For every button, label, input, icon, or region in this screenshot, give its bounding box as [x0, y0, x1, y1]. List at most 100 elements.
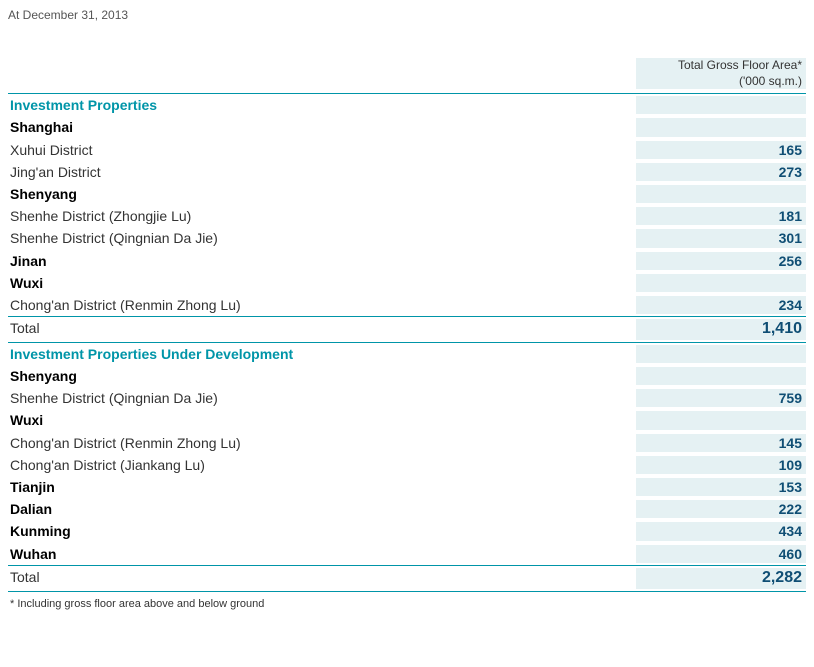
row-value: 222 [779, 501, 802, 517]
label-col: Shenhe District (Qingnian Da Jie) [8, 389, 636, 407]
rows-container: Investment Properties Shanghai Xuhui Distr… [8, 93, 806, 591]
label-col: Jinan [8, 252, 636, 270]
value-col [636, 274, 806, 292]
table-row: Chong'an District (Renmin Zhong Lu) 234 [8, 294, 806, 316]
label-col: Chong'an District (Jiankang Lu) [8, 456, 636, 474]
value-col [636, 118, 806, 136]
row-label: Chong'an District (Renmin Zhong Lu) [10, 297, 241, 313]
header-value-col: Total Gross Floor Area* ('000 sq.m.) [636, 58, 806, 89]
row-value: 145 [779, 435, 802, 451]
row-label: Chong'an District (Jiankang Lu) [10, 457, 205, 473]
label-col: Wuxi [8, 411, 636, 429]
table-row: Shenhe District (Qingnian Da Jie) 301 [8, 227, 806, 249]
row-value: 301 [779, 230, 802, 246]
row-value: 434 [779, 523, 802, 539]
label-col: Shenyang [8, 367, 636, 385]
city-heading: Wuhan [10, 546, 56, 562]
value-col [636, 185, 806, 203]
value-col: 301 [636, 229, 806, 247]
label-col: Investment Properties [8, 96, 636, 114]
footnote: * Including gross floor area above and b… [8, 598, 806, 610]
label-col: Kunming [8, 522, 636, 540]
city-heading: Shenyang [10, 186, 77, 202]
row-value: 165 [779, 142, 802, 158]
section-heading: Investment Properties [10, 97, 157, 113]
city-heading: Kunming [10, 523, 71, 539]
label-col: Shanghai [8, 118, 636, 136]
header-line1: Total Gross Floor Area* [678, 58, 802, 72]
value-col [636, 96, 806, 114]
table-row: Tianjin 153 [8, 476, 806, 498]
value-col: 434 [636, 522, 806, 540]
table-header-row: Total Gross Floor Area* ('000 sq.m.) [8, 58, 806, 93]
city-heading: Wuxi [10, 412, 43, 428]
label-col: Jing'an District [8, 163, 636, 181]
label-col: Investment Properties Under Development [8, 345, 636, 363]
value-col: 153 [636, 478, 806, 496]
total-label: Total [10, 569, 40, 585]
label-col: Wuxi [8, 274, 636, 292]
section-heading: Investment Properties Under Development [10, 346, 293, 362]
value-col: 234 [636, 296, 806, 314]
row-value: 759 [779, 390, 802, 406]
value-col [636, 367, 806, 385]
city-heading: Tianjin [10, 479, 55, 495]
total-value: 2,282 [762, 569, 802, 586]
value-col: 222 [636, 500, 806, 518]
header-label-col [8, 58, 636, 89]
label-col: Xuhui District [8, 141, 636, 159]
table-row: Shenyang [8, 365, 806, 387]
table-row: Jinan 256 [8, 250, 806, 272]
label-col: Wuhan [8, 545, 636, 563]
row-label: Chong'an District (Renmin Zhong Lu) [10, 435, 241, 451]
row-value: 153 [779, 479, 802, 495]
value-col: 256 [636, 252, 806, 270]
label-col: Chong'an District (Renmin Zhong Lu) [8, 434, 636, 452]
header-line2: ('000 sq.m.) [739, 74, 802, 88]
divider [8, 591, 806, 592]
value-col: 145 [636, 434, 806, 452]
row-label: Shenhe District (Zhongjie Lu) [10, 208, 191, 224]
label-col: Chong'an District (Renmin Zhong Lu) [8, 296, 636, 314]
row-label: Shenhe District (Qingnian Da Jie) [10, 230, 218, 246]
table-row: Shenhe District (Zhongjie Lu) 181 [8, 205, 806, 227]
city-heading: Dalian [10, 501, 52, 517]
table-row: Investment Properties Under Development [8, 343, 806, 365]
label-col: Shenhe District (Zhongjie Lu) [8, 207, 636, 225]
total-label: Total [10, 320, 40, 336]
value-col: 2,282 [636, 568, 806, 589]
value-col: 109 [636, 456, 806, 474]
row-value: 273 [779, 164, 802, 180]
row-label: Jing'an District [10, 164, 101, 180]
city-heading: Wuxi [10, 275, 43, 291]
row-value: 256 [779, 253, 802, 269]
table-row: Jing'an District 273 [8, 161, 806, 183]
row-label: Xuhui District [10, 142, 92, 158]
label-col: Shenhe District (Qingnian Da Jie) [8, 229, 636, 247]
value-col: 460 [636, 545, 806, 563]
value-col: 759 [636, 389, 806, 407]
label-col: Tianjin [8, 478, 636, 496]
table-row: Total 1,410 [8, 317, 806, 342]
value-col [636, 411, 806, 429]
label-col: Shenyang [8, 185, 636, 203]
date-line: At December 31, 2013 [8, 8, 806, 22]
table-row: Chong'an District (Renmin Zhong Lu) 145 [8, 432, 806, 454]
total-value: 1,410 [762, 320, 802, 337]
table-row: Dalian 222 [8, 498, 806, 520]
table-row: Wuhan 460 [8, 543, 806, 565]
table-row: Shenhe District (Qingnian Da Jie) 759 [8, 387, 806, 409]
row-value: 234 [779, 297, 802, 313]
table-row: Kunming 434 [8, 520, 806, 542]
value-col: 273 [636, 163, 806, 181]
table-row: Total 2,282 [8, 566, 806, 591]
table-row: Shenyang [8, 183, 806, 205]
property-table: Total Gross Floor Area* ('000 sq.m.) Inv… [8, 58, 806, 592]
table-row: Investment Properties [8, 94, 806, 116]
label-col: Total [8, 568, 636, 589]
city-heading: Shanghai [10, 119, 73, 135]
value-col: 181 [636, 207, 806, 225]
row-value: 181 [779, 208, 802, 224]
table-row: Shanghai [8, 116, 806, 138]
table-row: Wuxi [8, 272, 806, 294]
